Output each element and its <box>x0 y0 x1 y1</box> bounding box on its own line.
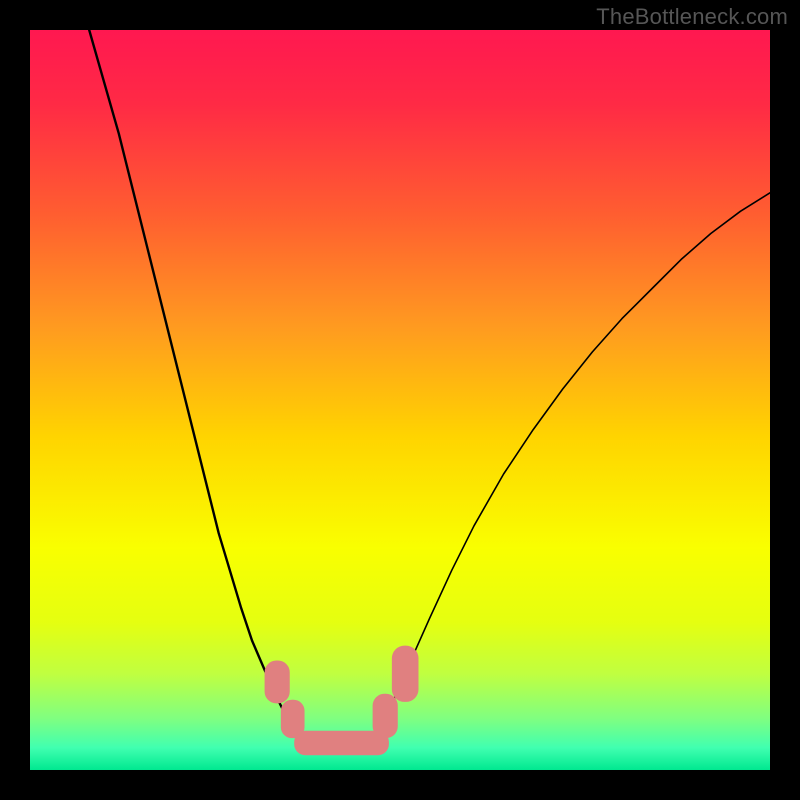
trough-marker-4 <box>392 646 419 702</box>
watermark-text: TheBottleneck.com <box>596 4 788 30</box>
plot-container <box>0 0 800 800</box>
trough-marker-0 <box>265 660 290 703</box>
trough-marker-3 <box>373 694 398 738</box>
trough-marker-2 <box>294 731 389 755</box>
bottleneck-curve-chart <box>0 0 800 800</box>
